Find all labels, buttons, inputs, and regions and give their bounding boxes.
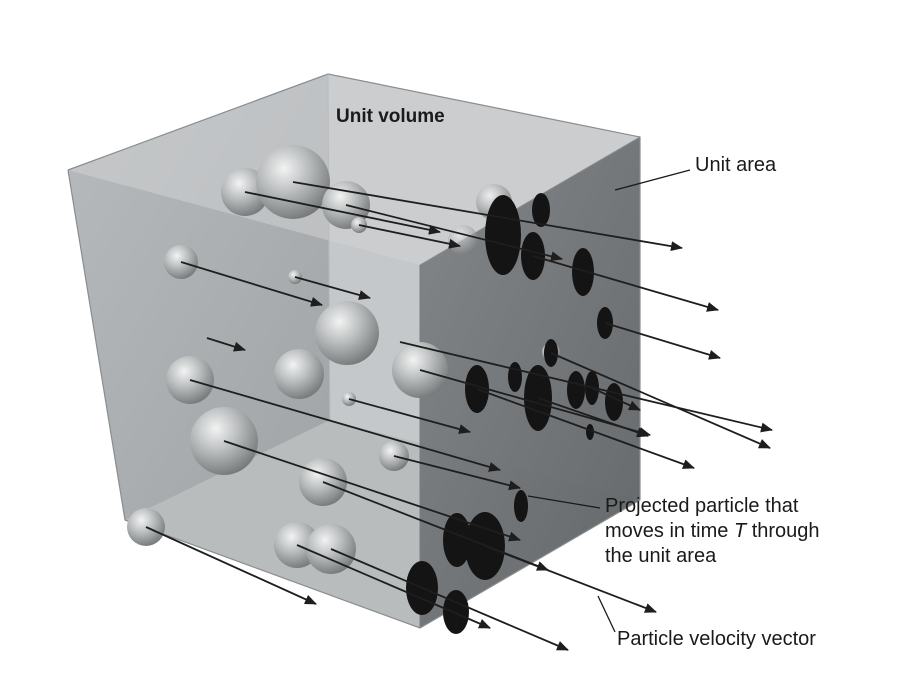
velocity-arrow [294,276,371,300]
velocity-arrow [244,191,441,235]
velocity-arrow [292,181,683,252]
projected-disc [443,513,471,567]
velocity-arrow [550,352,771,449]
velocity-arrow [591,387,641,411]
projected-disc [532,193,550,227]
cube-back-edge [327,73,331,421]
projected-disc [514,490,528,522]
projected-particle-line3: the unit area [605,545,717,567]
time-variable: T [733,520,747,542]
velocity-arrow [223,440,521,542]
projected-particle-label: Projected particle that moves in time T … [605,494,895,569]
projected-particle-line1: Projected particle that [605,495,799,517]
particle-sphere [315,301,379,365]
velocity-arrow [358,224,461,249]
velocity-arrow [145,526,317,605]
unit-volume-label: Unit volume [336,106,445,127]
velocity-arrow [330,548,569,651]
velocity-arrow [180,261,323,307]
projected-particle-line2-post: through [746,520,820,542]
velocity-arrow [393,455,521,491]
projected-disc [567,371,585,409]
velocity-arrow [348,398,471,434]
velocity-arrow [206,337,246,352]
projected-disc [443,590,469,634]
velocity-arrow [532,255,719,312]
velocity-arrow [189,379,501,472]
velocity-arrow [345,204,563,262]
velocity-vector-leader [597,595,616,633]
projected-particle-leader [527,495,601,509]
velocity-vector-label: Particle velocity vector [617,628,816,650]
projected-particle-line2-pre: moves in time [605,520,734,542]
velocity-arrow [322,481,549,571]
velocity-arrow [537,397,649,438]
projected-disc [485,195,521,275]
particle-sphere [448,225,478,255]
unit-area-label: Unit area [695,154,777,176]
projected-disc [508,362,522,392]
unit-area-leader [614,169,691,191]
velocity-arrow [476,388,695,469]
velocity-arrows [145,181,773,651]
projected-disc [572,248,594,296]
velocity-arrow [399,341,773,433]
velocity-arrow [604,322,721,360]
velocity-arrow [296,544,491,629]
projected-disc [605,383,623,421]
particle-sphere [274,349,324,399]
projected-disc [586,424,594,440]
